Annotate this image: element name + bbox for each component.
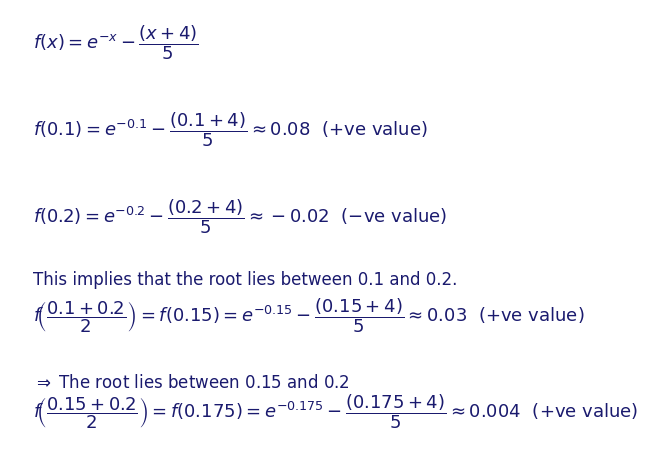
Text: $f(x)=e^{-x}-\dfrac{(x+4)}{5}$: $f(x)=e^{-x}-\dfrac{(x+4)}{5}$ (33, 23, 199, 62)
Text: This implies that the root lies between 0.1 and 0.2.: This implies that the root lies between … (33, 271, 458, 289)
Text: $f(0.2)=e^{-0.2}-\dfrac{(0.2+4)}{5}\approx -0.02\ \ (-\mathrm{ve\ value})$: $f(0.2)=e^{-0.2}-\dfrac{(0.2+4)}{5}\appr… (33, 197, 448, 236)
Text: $f\!\left(\dfrac{0.1+0.2}{2}\right)=f(0.15)=e^{-0.15}-\dfrac{(0.15+4)}{5}\approx: $f\!\left(\dfrac{0.1+0.2}{2}\right)=f(0.… (33, 296, 585, 335)
Text: $f(0.1)=e^{-0.1}-\dfrac{(0.1+4)}{5}\approx 0.08\ \ (+\mathrm{ve\ value})$: $f(0.1)=e^{-0.1}-\dfrac{(0.1+4)}{5}\appr… (33, 110, 428, 149)
Text: $\Rightarrow$ The root lies between 0.15 and 0.2: $\Rightarrow$ The root lies between 0.15… (33, 374, 350, 392)
Text: $f\!\left(\dfrac{0.15+0.2}{2}\right)=f(0.175)=e^{-0.175}-\dfrac{(0.175+4)}{5}\ap: $f\!\left(\dfrac{0.15+0.2}{2}\right)=f(0… (33, 392, 639, 431)
